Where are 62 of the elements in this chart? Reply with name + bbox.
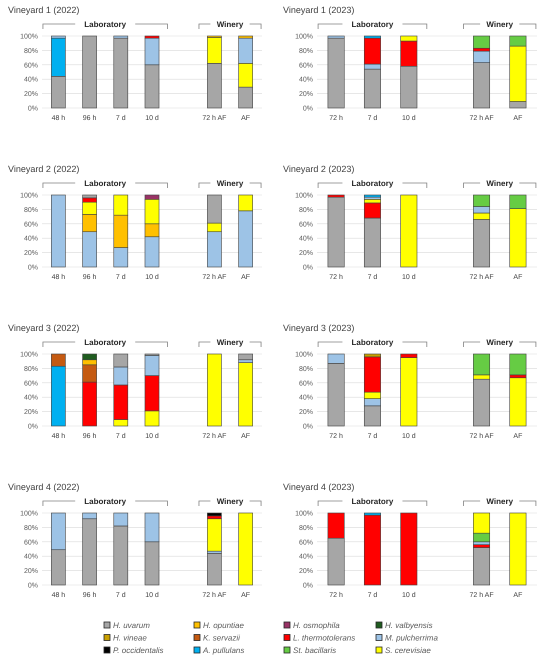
text: Winery (486, 497, 514, 506)
bar (473, 36, 490, 49)
chart-title: Vineyard 1 (2022) (8, 5, 80, 15)
bar (400, 194, 418, 268)
bar (82, 36, 97, 108)
text: Winery (486, 338, 514, 347)
bar (207, 512, 222, 516)
text: Laboratory (84, 179, 127, 188)
chart-title: Vineyard 2 (2023) (283, 164, 354, 174)
bar (400, 512, 418, 586)
text: Winery (486, 20, 514, 29)
text: Laboratory (352, 179, 394, 188)
bar (364, 68, 381, 108)
bar (473, 378, 490, 426)
legend-label: S. cerevisiae (385, 646, 432, 655)
bar (207, 518, 222, 552)
chart-title: Vineyard 3 (2023) (283, 323, 354, 333)
bar (82, 194, 97, 198)
text: Winery (216, 338, 244, 347)
bar (238, 512, 253, 586)
legend-label: St. bacillaris (293, 646, 336, 655)
chart-title: Vineyard 4 (2022) (8, 482, 80, 492)
text: Laboratory (84, 497, 127, 506)
legend-label: H. uvarum (113, 621, 150, 630)
legend-label: K. servazii (203, 634, 240, 642)
bar (473, 547, 490, 586)
legend-label: H. opuntiae (203, 621, 244, 630)
bar (400, 357, 418, 426)
legend-label: H. osmophila (293, 621, 340, 630)
bar (207, 354, 222, 426)
legend-label: L. thermotolerans (293, 634, 356, 642)
chart-title: Vineyard 2 (2022) (8, 164, 80, 174)
legend-label: H. valbyensis (385, 621, 433, 630)
legend-label: P. occidentalis (113, 646, 164, 655)
text: Laboratory (84, 20, 127, 29)
text: Laboratory (352, 20, 394, 29)
bar (238, 354, 253, 360)
bar (473, 354, 490, 376)
text: Laboratory (352, 497, 394, 506)
bar (328, 196, 345, 268)
bar (364, 514, 381, 586)
legend-label: H. vineae (113, 634, 148, 642)
bar (51, 194, 66, 268)
legend-label: M. pulcherrima (385, 634, 438, 642)
text: Winery (216, 20, 244, 29)
chart-title: Vineyard 3 (2022) (8, 323, 80, 333)
text: Laboratory (84, 338, 127, 347)
bar (509, 512, 526, 586)
chart-title: Vineyard 4 (2023) (283, 482, 354, 492)
bar (364, 194, 381, 198)
text: Laboratory (352, 338, 394, 347)
text: Winery (216, 179, 244, 188)
chart-title: Vineyard 1 (2023) (283, 5, 354, 15)
bar (509, 354, 526, 376)
bar (328, 38, 345, 108)
bar (113, 38, 128, 108)
bar (207, 553, 222, 586)
text: Winery (216, 497, 244, 506)
text: Winery (486, 179, 514, 188)
bar (509, 377, 526, 426)
bar (238, 362, 253, 426)
legend-label: A. pullulans (202, 646, 244, 655)
